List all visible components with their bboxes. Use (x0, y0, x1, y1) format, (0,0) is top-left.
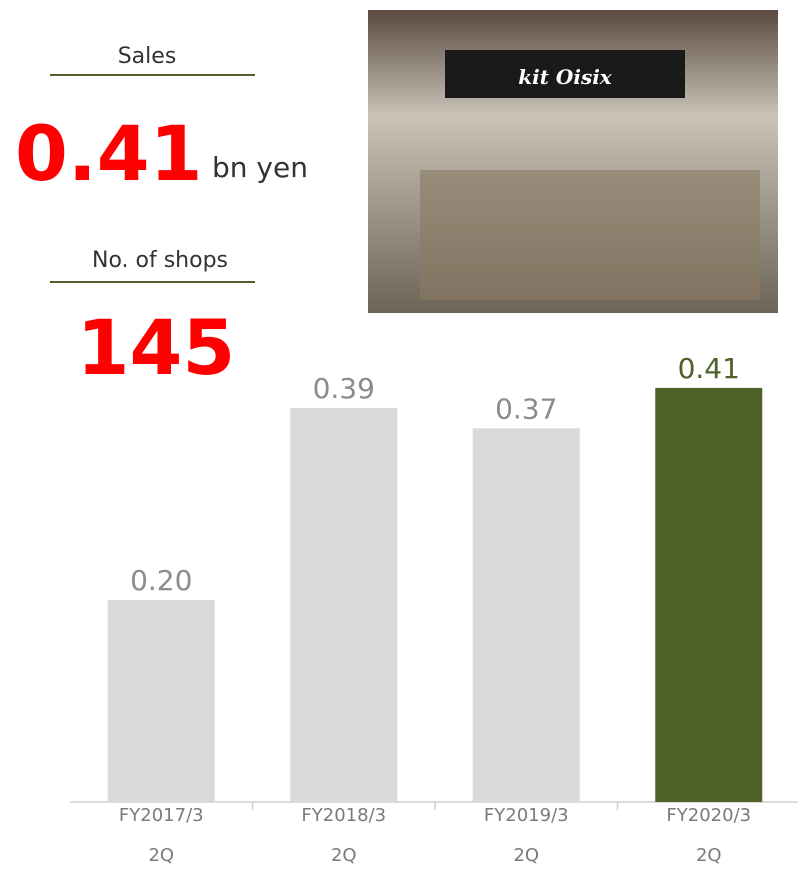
x-tick-label: FY2019/3 2Q (435, 796, 617, 876)
bar (290, 408, 397, 802)
bar (473, 428, 580, 802)
x-tick-label: FY2018/3 2Q (253, 796, 435, 876)
chart: kit Oisix Sales 0.41 bn yen No. of shops… (0, 0, 798, 887)
kpi-value: 145 (77, 303, 236, 392)
kpi-unit: bn yen (212, 151, 308, 184)
value-label: 0.37 (495, 392, 557, 425)
bar (655, 388, 762, 802)
value-label: 0.20 (130, 564, 192, 597)
kpi-value: 0.41 (15, 109, 203, 198)
kpi-label: No. of shops (92, 248, 228, 273)
x-tick-label: FY2020/3 2Q (618, 796, 798, 876)
page: kit Oisix Sales 0.41 bn yen No. of shops… (0, 0, 798, 887)
photo: kit Oisix (368, 10, 778, 313)
bar (108, 600, 215, 802)
x-tick-label: FY2017/3 2Q (70, 796, 252, 876)
photo-sign: kit Oisix (518, 65, 613, 89)
value-label: 0.41 (678, 352, 740, 385)
value-label: 0.39 (313, 372, 375, 405)
kpi-label: Sales (118, 44, 177, 69)
